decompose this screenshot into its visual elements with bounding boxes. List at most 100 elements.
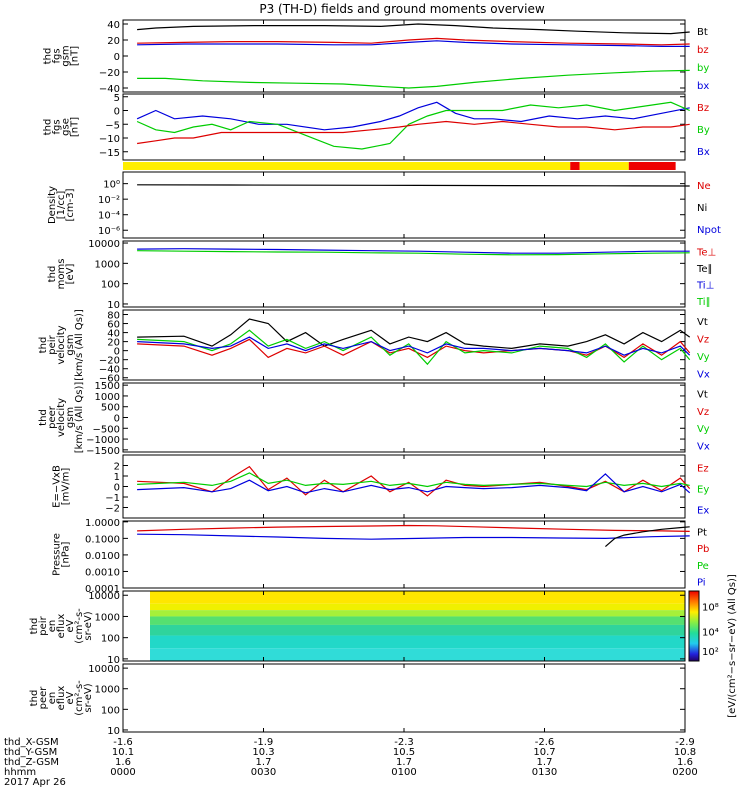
y-axis-label-line-1: peir (38, 615, 49, 635)
x-tick-value-3-3: 0130 (532, 767, 557, 778)
heatmap-band-2 (150, 610, 685, 617)
y-tick-label-2: 0 (114, 52, 120, 63)
y-axis-label-line-5: (cm²-s- (74, 680, 85, 716)
y-tick-label-0: 5 (114, 93, 120, 104)
x-row-label-1: thd_Y-GSM (4, 747, 57, 758)
y-tick-label-4: −40 (99, 84, 120, 95)
panel-frame (122, 171, 686, 239)
x-row-label-2: thd_Z-GSM (4, 757, 59, 768)
x-tick-value-2-1: 10.5 (393, 747, 415, 758)
legend-entry-0: Bz (697, 103, 709, 114)
legend-entry-0: Pt (697, 527, 707, 538)
y-tick-label-1: 1000 (95, 612, 120, 623)
y-axis-label-line-3: eflux (56, 614, 67, 639)
y-tick-label-0: 2 (114, 462, 120, 473)
legend-entry-1: Ni (697, 203, 707, 214)
y-axis-label-line-1: peer (47, 405, 58, 429)
y-axis-label-line-1: fgs (52, 119, 63, 134)
x-tick-value-2-3: 0100 (391, 767, 416, 778)
series-line-Bx (136, 101, 690, 131)
legend-entry-1: Te∥ (696, 264, 713, 275)
y-axis-label-line-4: [km/s (All Qs)] (74, 382, 85, 454)
heatmap-band-6 (150, 648, 685, 661)
y-tick-label-6: −40 (99, 365, 120, 376)
y-tick-label-3: −10 (99, 134, 120, 145)
y-tick-label-0: 1.0000 (85, 518, 120, 529)
legend-entry-2: Vy (697, 424, 710, 435)
y-tick-label-1: 0.1000 (85, 534, 120, 545)
y-axis-label-line-2: en (47, 692, 58, 705)
series-line-Ti∥ (137, 250, 690, 256)
x-tick-value-1-2: 1.7 (256, 757, 272, 768)
panel-peer-en-eflux: 10000 1000 100 10 thdpeerenefluxeV(cm²-s-sr-… (29, 663, 686, 737)
legend-entry-1: Vz (697, 407, 709, 418)
y-tick-label-2: 40 (107, 329, 120, 340)
x-tick-value-1-0: -1.9 (254, 737, 274, 748)
legend-entry-3: bx (697, 81, 709, 92)
series-line-Pb (137, 524, 690, 532)
legend-entry-1: Vz (697, 334, 709, 345)
y-axis-label-line-2: gse (61, 118, 72, 136)
y-tick-label-1: 60 (107, 320, 120, 331)
quality-segment-3 (628, 162, 676, 170)
y-tick-label-0: 10000 (88, 664, 120, 675)
series-line-Pt (605, 526, 690, 548)
y-tick-label-7: −60 (99, 374, 120, 385)
y-tick-label-3: 10 (107, 655, 120, 666)
panel-pressure: 1.0000 0.1000 0.0100 0.0010 0.0001 Pressure[n… (52, 518, 710, 595)
legend-entry-3: Vx (697, 369, 710, 380)
legend-entry-2: Vy (697, 352, 710, 363)
y-tick-label-2: −5 (105, 120, 120, 131)
y-axis-label-line-4: [km/s (All Qs)] (74, 309, 85, 381)
x-row-label-4: 2017 Apr 26 (4, 777, 66, 788)
y-axis-label-line-0: thd (29, 690, 40, 707)
legend-entry-3: Ti∥ (696, 297, 711, 308)
x-tick-value-2-0: -2.3 (394, 737, 414, 748)
legend-entry-1: Ey (697, 485, 709, 496)
y-axis-label-line-3: [nT] (70, 117, 81, 137)
legend-entry-2: Pe (697, 561, 709, 572)
quality-segment-2 (579, 162, 629, 170)
x-tick-value-4-0: -2.9 (675, 737, 695, 748)
legend-entry-2: Npot (697, 225, 721, 236)
y-tick-label-0: 10000 (88, 239, 120, 250)
series-line-bx (137, 40, 690, 48)
y-tick-label-6: −1500 (86, 446, 120, 457)
legend-entry-0: Ez (697, 464, 709, 475)
colorbar-label: [eV/(cm²−s−sr−eV) (All Qs)] (727, 574, 738, 718)
colorbar-tick-label-0: 10⁸ (702, 602, 719, 613)
y-tick-label-4: −15 (99, 148, 120, 159)
panel-frame (122, 382, 686, 453)
x-tick-value-1-3: 0030 (251, 767, 276, 778)
y-axis-label-line-0: thd (38, 337, 49, 354)
y-tick-label-2: 100 (101, 634, 120, 645)
x-tick-value-0-2: 1.6 (115, 757, 131, 768)
panel-quality-bar (123, 162, 676, 170)
y-tick-label-1: 0 (114, 107, 120, 118)
y-axis-label-line-1: [mV/m] (61, 468, 72, 506)
y-tick-label-1: 20 (107, 36, 120, 47)
y-axis-label-line-3: [nT] (70, 46, 81, 66)
legend-entry-0: Vt (697, 317, 708, 328)
legend-entry-2: Ti⊥ (696, 280, 714, 291)
legend-entry-1: Pb (697, 544, 709, 555)
y-tick-label-3: 20 (107, 338, 120, 349)
y-axis-label-line-2: [cm-3] (65, 188, 76, 221)
y-tick-label-1: 1000 (95, 259, 120, 270)
series-line-Vx (137, 336, 691, 356)
y-tick-label-0: 80 (107, 311, 120, 322)
y-tick-label-4: −2 (105, 504, 120, 515)
series-line-Ni (137, 184, 690, 187)
y-axis-label-line-2: [eV] (65, 264, 76, 285)
legend-entry-2: Bx (697, 147, 710, 158)
y-axis-label-line-6: sr-eV) (83, 683, 94, 712)
y-tick-label-3: 10 (107, 300, 120, 311)
heatmap-band-3 (150, 616, 685, 625)
series-line-bz (137, 37, 690, 46)
panel-density: 10⁰ 10⁻² 10⁻⁴ 10⁻⁶ Density[1/cc][cm-3] Ne Ni Np… (47, 171, 721, 239)
series-line-Ez (137, 465, 691, 497)
colorbar-tick-label-2: 10² (702, 647, 719, 658)
legend-entry-0: Vt (697, 390, 708, 401)
